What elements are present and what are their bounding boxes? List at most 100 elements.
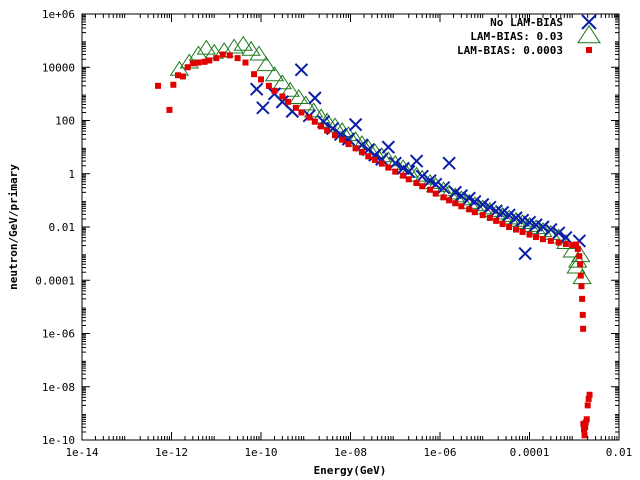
data-point — [331, 132, 338, 139]
data-point — [298, 109, 305, 116]
data-point — [518, 246, 532, 261]
data-point — [506, 211, 526, 227]
data-point — [242, 59, 249, 66]
data-point — [166, 106, 173, 113]
data-point — [562, 240, 569, 247]
data-point — [348, 117, 363, 132]
data-point — [233, 35, 253, 51]
x-tick-label: 1e-12 — [155, 446, 188, 459]
data-point — [468, 194, 482, 209]
data-point — [308, 91, 322, 105]
data-point — [294, 63, 309, 77]
data-point — [249, 45, 269, 61]
data-point — [576, 253, 583, 260]
data-point — [479, 212, 486, 219]
data-point — [311, 118, 318, 125]
data-point — [365, 153, 372, 160]
legend-marker-series-2 — [577, 24, 601, 44]
data-point — [405, 176, 412, 183]
y-tick-label: 0.01 — [49, 221, 76, 234]
data-point — [452, 200, 459, 207]
x-axis-title: Energy(GeV) — [314, 464, 387, 477]
data-point — [432, 190, 439, 197]
data-point — [234, 55, 241, 62]
y-tick-label: 100 — [55, 115, 75, 128]
data-point — [289, 88, 309, 104]
data-point — [580, 325, 587, 332]
series-3 — [155, 51, 593, 439]
data-point — [584, 402, 591, 409]
data-point — [196, 39, 217, 55]
legend: No LAM-BIAS LAM-BIAS: 0.03 LAM-BIAS: 0.0… — [457, 14, 601, 57]
data-point — [272, 74, 293, 90]
data-point — [436, 180, 451, 195]
data-point — [579, 311, 586, 318]
data-point — [586, 391, 593, 398]
data-point — [303, 102, 324, 118]
data-point — [219, 51, 226, 58]
data-point — [279, 93, 286, 100]
data-point — [170, 81, 177, 88]
data-point — [249, 82, 264, 96]
x-tick-label: 1e-10 — [244, 446, 277, 459]
data-point — [559, 230, 573, 245]
data-point — [493, 217, 500, 224]
y-tick-label: 1e-10 — [42, 434, 75, 447]
x-tick-label: 0.01 — [606, 446, 633, 459]
legend-marker-series-1 — [581, 14, 597, 30]
data-point — [466, 206, 473, 213]
data-point — [499, 220, 506, 227]
data-point — [378, 160, 385, 167]
data-point — [475, 197, 490, 212]
data-point — [179, 73, 186, 80]
data-point — [446, 197, 453, 204]
data-point — [440, 194, 447, 201]
legend-label-series-3: LAM-BIAS: 0.0003 — [457, 44, 563, 57]
data-point — [251, 71, 258, 78]
x-tick-label: 1e-06 — [423, 446, 456, 459]
data-point — [519, 216, 540, 232]
data-point — [427, 186, 434, 193]
data-point — [419, 183, 426, 190]
data-point — [175, 72, 182, 79]
data-point — [371, 156, 378, 163]
data-point — [265, 82, 272, 89]
data-point — [413, 179, 420, 186]
data-point — [280, 81, 300, 97]
ticks-layer: 1e-14 1e-12 1e-10 1e-08 1e-06 0.0001 0.01 1e-10… — [35, 8, 632, 459]
data-point — [257, 76, 264, 83]
data-point — [536, 220, 550, 234]
data-point — [502, 208, 516, 222]
data-point — [555, 239, 562, 246]
data-point — [206, 57, 213, 64]
legend-markers — [577, 14, 601, 54]
data-point — [256, 101, 270, 115]
data-point — [579, 295, 586, 302]
data-point — [381, 140, 396, 154]
data-point — [454, 188, 469, 203]
x-tick-label: 1e-08 — [334, 446, 367, 459]
data-point — [226, 52, 233, 59]
x-tick-label: 1e-14 — [65, 446, 98, 459]
data-point — [526, 231, 533, 238]
y-tick-label: 1 — [68, 168, 75, 181]
legend-label-series-1: No LAM-BIAS — [490, 16, 563, 29]
data-point — [483, 200, 497, 214]
data-point — [306, 114, 313, 121]
data-point — [224, 38, 244, 54]
data-point — [409, 154, 424, 168]
data-point — [577, 272, 584, 279]
data-point — [574, 245, 581, 252]
data-point — [292, 104, 299, 111]
data-point — [513, 226, 520, 233]
x-tick-label: 0.0001 — [510, 446, 550, 459]
data-point — [392, 168, 399, 175]
y-axis-title: neutron/GeV/primary — [7, 164, 20, 290]
data-point — [552, 226, 566, 240]
data-point — [341, 132, 356, 146]
data-point — [442, 156, 456, 170]
data-point — [256, 56, 276, 72]
data-point — [195, 59, 202, 66]
data-point — [339, 136, 346, 143]
